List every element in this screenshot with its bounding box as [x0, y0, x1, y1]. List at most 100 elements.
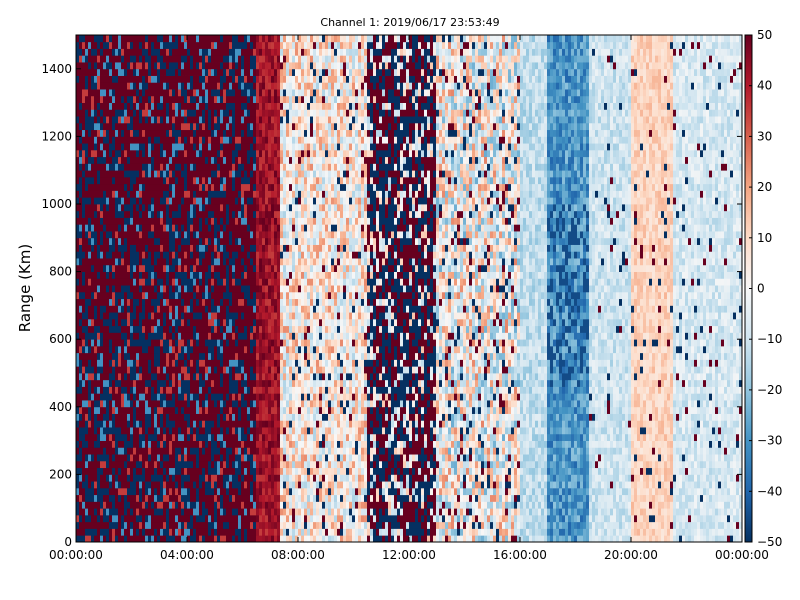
heatmap-cell [247, 109, 250, 116]
heatmap-cell [193, 380, 196, 387]
heatmap-cell [262, 82, 265, 89]
heatmap-cell [238, 245, 241, 252]
heatmap-cell [256, 488, 259, 495]
heatmap-cell [199, 96, 202, 103]
heatmap-cell [109, 495, 112, 502]
heatmap-cell [238, 35, 241, 42]
heatmap-cell [142, 82, 145, 89]
heatmap-cell [151, 177, 154, 184]
heatmap-cell [241, 143, 244, 150]
heatmap-cell [160, 190, 163, 197]
heatmap-cell [220, 508, 223, 515]
heatmap-cell [82, 170, 85, 177]
heatmap-cell [82, 150, 85, 157]
heatmap-cell [238, 231, 241, 238]
heatmap-cell [229, 211, 232, 218]
heatmap-cell [76, 305, 79, 312]
heatmap-cell [262, 96, 265, 103]
heatmap-cell [145, 123, 148, 130]
heatmap-cell [253, 272, 256, 279]
heatmap-cell [127, 299, 130, 306]
heatmap-cell [82, 393, 85, 400]
heatmap-cell [130, 204, 133, 211]
heatmap-cell [145, 49, 148, 56]
heatmap-cell [109, 130, 112, 137]
heatmap-cell [271, 535, 274, 542]
heatmap-cell [148, 319, 151, 326]
heatmap-cell [238, 488, 241, 495]
heatmap-cell [130, 157, 133, 164]
heatmap-cell [229, 96, 232, 103]
heatmap-cell [244, 366, 247, 373]
heatmap-cell [91, 35, 94, 42]
heatmap-cell [76, 312, 79, 319]
heatmap-cell [94, 103, 97, 110]
heatmap-cell [172, 278, 175, 285]
heatmap-cell [190, 157, 193, 164]
heatmap-cell [256, 468, 259, 475]
heatmap-cell [121, 305, 124, 312]
heatmap-cell [235, 245, 238, 252]
heatmap-cell [154, 211, 157, 218]
heatmap-cell [88, 508, 91, 515]
heatmap-cell [211, 177, 214, 184]
heatmap-cell [151, 400, 154, 407]
heatmap-cell [97, 35, 100, 42]
heatmap-cell [97, 285, 100, 292]
heatmap-cell [211, 468, 214, 475]
heatmap-cell [184, 305, 187, 312]
heatmap-cell [112, 488, 115, 495]
heatmap-cell [109, 468, 112, 475]
heatmap-cell [76, 373, 79, 380]
heatmap-cell [160, 312, 163, 319]
heatmap-cell [211, 454, 214, 461]
heatmap-cell [244, 447, 247, 454]
heatmap-cell [205, 251, 208, 258]
heatmap-cell [166, 109, 169, 116]
heatmap-cell [103, 42, 106, 49]
heatmap-cell [163, 272, 166, 279]
heatmap-cell [178, 528, 181, 535]
heatmap-cell [241, 393, 244, 400]
heatmap-cell [169, 346, 172, 353]
heatmap-cell [178, 299, 181, 306]
heatmap-cell [199, 143, 202, 150]
heatmap-cell [115, 319, 118, 326]
heatmap-cell [265, 163, 268, 170]
heatmap-cell [184, 218, 187, 225]
heatmap-cell [232, 481, 235, 488]
heatmap-cell [79, 495, 82, 502]
heatmap-cell [121, 400, 124, 407]
heatmap-cell [112, 177, 115, 184]
heatmap-cell [163, 522, 166, 529]
heatmap-cell [229, 231, 232, 238]
heatmap-cell [253, 109, 256, 116]
heatmap-cell [157, 42, 160, 49]
heatmap-cell [100, 515, 103, 522]
heatmap-cell [145, 305, 148, 312]
heatmap-cell [214, 76, 217, 83]
heatmap-cell [169, 535, 172, 542]
heatmap-cell [271, 427, 274, 434]
heatmap-cell [145, 251, 148, 258]
heatmap-cell [244, 441, 247, 448]
heatmap-cell [157, 238, 160, 245]
heatmap-cell [202, 89, 205, 96]
heatmap-cell [139, 332, 142, 339]
heatmap-cell [127, 508, 130, 515]
heatmap-cell [253, 434, 256, 441]
heatmap-cell [211, 224, 214, 231]
heatmap-cell [199, 82, 202, 89]
heatmap-cell [175, 211, 178, 218]
heatmap-cell [100, 339, 103, 346]
heatmap-cell [232, 454, 235, 461]
heatmap-cell [160, 407, 163, 414]
heatmap-cell [202, 319, 205, 326]
heatmap-cell [253, 380, 256, 387]
heatmap-cell [229, 49, 232, 56]
heatmap-cell [271, 238, 274, 245]
heatmap-cell [250, 109, 253, 116]
heatmap-cell [226, 272, 229, 279]
heatmap-cell [253, 143, 256, 150]
heatmap-cell [226, 474, 229, 481]
